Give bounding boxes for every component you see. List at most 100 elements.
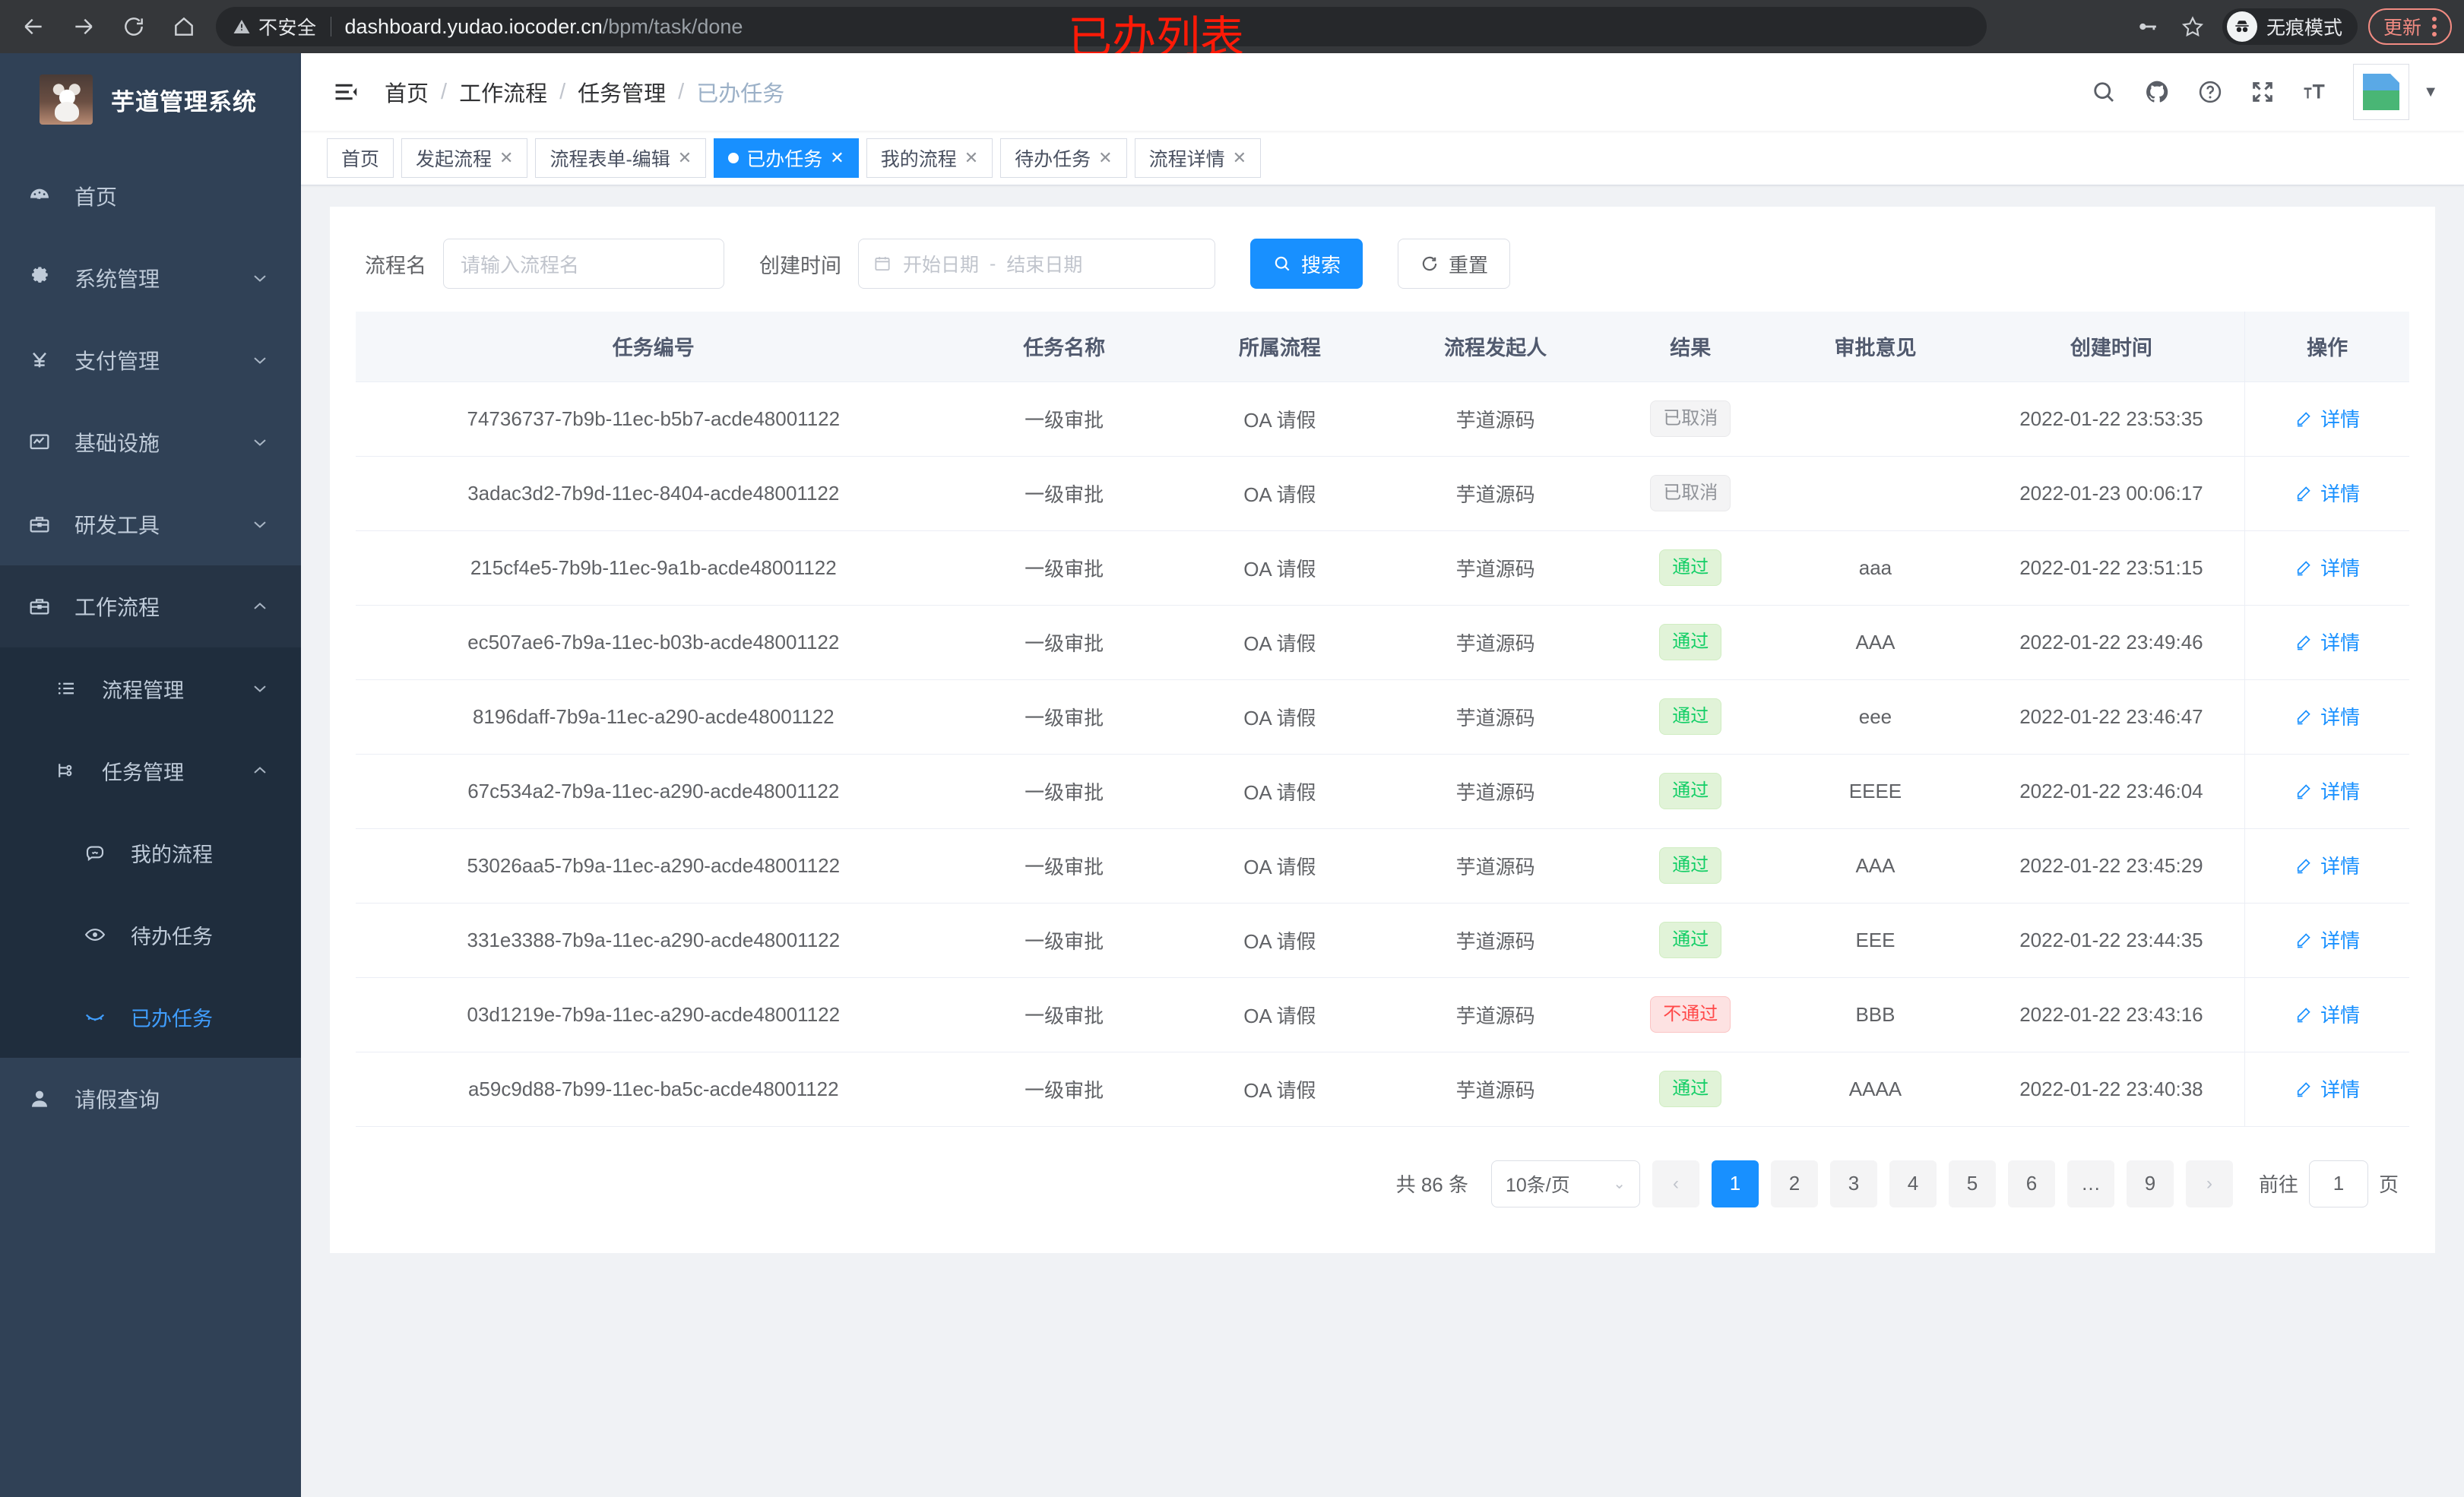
tab-process-form-edit[interactable]: 流程表单-编辑 ✕ xyxy=(535,138,707,178)
sidebar-item-my-process[interactable]: 我的流程 xyxy=(0,812,301,894)
table-body: 74736737-7b9b-11ec-b5b7-acde48001122 一级审批… xyxy=(356,381,2409,1127)
cell-result: 通过 xyxy=(1608,754,1773,829)
pagination-page-1[interactable]: 1 xyxy=(1711,1160,1759,1207)
tab-process-detail[interactable]: 流程详情 ✕ xyxy=(1134,138,1262,178)
cell-process: OA 请假 xyxy=(1177,828,1382,904)
pagination-page-4[interactable]: 4 xyxy=(1889,1160,1937,1207)
tab-my-process[interactable]: 我的流程 ✕ xyxy=(866,138,993,178)
back-arrow-icon[interactable] xyxy=(12,5,55,48)
detail-button[interactable]: 详情 xyxy=(2295,702,2360,730)
close-icon[interactable]: ✕ xyxy=(830,147,844,167)
detail-button[interactable]: 详情 xyxy=(2295,479,2360,507)
pencil-icon xyxy=(2295,1080,2313,1098)
close-icon[interactable]: ✕ xyxy=(677,147,692,167)
done-task-card: 流程名 请输入流程名 创建时间 开始日期 - 结束日期 xyxy=(330,207,2435,1253)
pagination-page-6[interactable]: 6 xyxy=(2007,1160,2055,1207)
detail-button[interactable]: 详情 xyxy=(2295,777,2360,805)
close-icon[interactable]: ✕ xyxy=(1232,147,1247,167)
status-badge: 已取消 xyxy=(1650,475,1731,511)
tab-todo-task[interactable]: 待办任务 ✕ xyxy=(1000,138,1127,178)
create-time-range-picker[interactable]: 开始日期 - 结束日期 xyxy=(858,239,1215,289)
address-bar[interactable]: 不安全 dashboard.yudao.iocoder.cn/bpm/task/… xyxy=(216,7,1987,46)
reload-icon[interactable] xyxy=(112,5,155,48)
pagination-page-3[interactable]: 3 xyxy=(1829,1160,1877,1207)
breadcrumb-item-workflow[interactable]: 工作流程 xyxy=(459,82,548,106)
detail-button[interactable]: 详情 xyxy=(2295,926,2360,954)
tab-done-task[interactable]: 已办任务 ✕ xyxy=(714,138,859,178)
reset-button[interactable]: 重置 xyxy=(1398,239,1511,289)
sidebar-item-done-task[interactable]: 已办任务 xyxy=(0,976,301,1058)
search-icon[interactable] xyxy=(2090,78,2117,106)
page-size-select[interactable]: 10条/页 ⌄ xyxy=(1490,1160,1640,1207)
hamburger-icon[interactable] xyxy=(328,74,363,109)
tab-start-process[interactable]: 发起流程 ✕ xyxy=(401,138,528,178)
fullscreen-icon[interactable] xyxy=(2250,79,2276,105)
sidebar-item-process-management[interactable]: 流程管理 xyxy=(0,647,301,730)
pagination-page-9[interactable]: 9 xyxy=(2126,1160,2174,1207)
cell-created-time: 2022-01-22 23:53:35 xyxy=(1978,381,2245,457)
jump-suffix-label: 页 xyxy=(2378,1173,2399,1196)
pagination-page-5[interactable]: 5 xyxy=(1948,1160,1996,1207)
cell-task-id: 74736737-7b9b-11ec-b5b7-acde48001122 xyxy=(356,381,952,457)
search-icon xyxy=(1272,254,1292,274)
sidebar-item-home[interactable]: 首页 xyxy=(0,155,301,237)
pagination-next-button[interactable]: › xyxy=(2185,1160,2233,1207)
detail-button[interactable]: 详情 xyxy=(2295,628,2360,656)
search-button[interactable]: 搜索 xyxy=(1250,239,1363,289)
forward-arrow-icon[interactable] xyxy=(62,5,105,48)
breadcrumb-item-task-management[interactable]: 任务管理 xyxy=(578,82,667,106)
sidebar-item-infrastructure[interactable]: 基础设施 xyxy=(0,401,301,483)
sidebar-item-task-management[interactable]: 任务管理 xyxy=(0,730,301,812)
process-name-input[interactable]: 请输入流程名 xyxy=(443,239,724,289)
star-icon[interactable] xyxy=(2172,6,2213,47)
cell-opinion: EEEE xyxy=(1772,754,1978,829)
reset-button-label: 重置 xyxy=(1449,253,1489,277)
detail-button[interactable]: 详情 xyxy=(2295,1000,2360,1028)
sidebar-item-workflow[interactable]: 工作流程 xyxy=(0,565,301,647)
sidebar-item-system[interactable]: 系统管理 xyxy=(0,237,301,319)
detail-button[interactable]: 详情 xyxy=(2295,553,2360,581)
breadcrumb-item-home[interactable]: 首页 xyxy=(385,82,429,106)
close-icon[interactable]: ✕ xyxy=(499,147,514,167)
home-icon[interactable] xyxy=(163,5,205,48)
detail-label: 详情 xyxy=(2320,855,2361,878)
cell-operation: 详情 xyxy=(2244,828,2409,904)
task-node-icon xyxy=(55,759,94,782)
chevron-down-icon[interactable]: ▼ xyxy=(2423,83,2438,100)
update-button[interactable]: 更新 xyxy=(2367,8,2452,45)
app-root: 芋道管理系统 首页 系统管理 xyxy=(0,53,2464,1497)
detail-button[interactable]: 详情 xyxy=(2295,851,2360,879)
chevron-up-icon xyxy=(249,596,271,617)
close-icon[interactable]: ✕ xyxy=(964,147,979,167)
brand[interactable]: 芋道管理系统 xyxy=(0,53,301,146)
tab-home[interactable]: 首页 xyxy=(327,138,394,178)
sidebar-item-todo-task[interactable]: 待办任务 xyxy=(0,894,301,976)
content-area: 流程名 请输入流程名 创建时间 开始日期 - 结束日期 xyxy=(301,185,2464,1497)
detail-button[interactable]: 详情 xyxy=(2295,1074,2360,1103)
sidebar-menu: 首页 系统管理 支付管理 xyxy=(0,146,301,1140)
sidebar-item-devtools[interactable]: 研发工具 xyxy=(0,483,301,565)
cell-task-id: a59c9d88-7b99-11ec-ba5c-acde48001122 xyxy=(356,1052,952,1127)
key-icon[interactable] xyxy=(2127,6,2168,47)
sidebar-item-payment[interactable]: 支付管理 xyxy=(0,319,301,401)
pencil-icon xyxy=(2295,484,2313,502)
detail-button[interactable]: 详情 xyxy=(2295,404,2360,432)
pagination-ellipsis[interactable]: … xyxy=(2067,1160,2114,1207)
help-circle-icon[interactable] xyxy=(2196,78,2224,106)
sidebar-item-label: 已办任务 xyxy=(131,1007,213,1030)
jump-page-input[interactable] xyxy=(2308,1160,2368,1207)
security-label: 不安全 xyxy=(258,17,317,39)
pagination-prev-button[interactable]: ‹ xyxy=(1652,1160,1699,1207)
url-text: dashboard.yudao.iocoder.cn/bpm/task/done xyxy=(345,15,743,39)
avatar[interactable] xyxy=(2353,64,2410,120)
status-badge: 通过 xyxy=(1659,549,1722,586)
cell-created-time: 2022-01-22 23:51:15 xyxy=(1978,530,2245,606)
tab-label: 待办任务 xyxy=(1015,148,1091,170)
github-icon[interactable] xyxy=(2143,78,2171,106)
sidebar-item-leave-query[interactable]: 请假查询 xyxy=(0,1058,301,1140)
incognito-indicator[interactable]: 无痕模式 xyxy=(2222,8,2358,45)
pagination-page-2[interactable]: 2 xyxy=(1770,1160,1818,1207)
browser-menu-icon[interactable] xyxy=(2428,17,2441,36)
font-size-icon[interactable] xyxy=(2301,79,2327,105)
close-icon[interactable]: ✕ xyxy=(1098,147,1113,167)
